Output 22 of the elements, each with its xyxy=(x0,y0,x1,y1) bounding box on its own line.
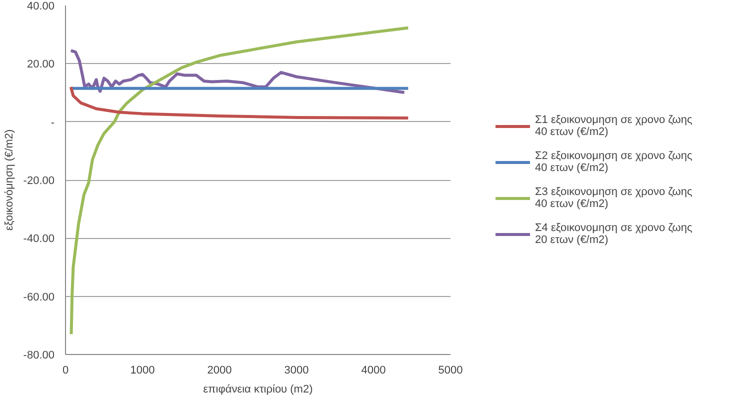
y-tick-label: 40.00 xyxy=(26,0,55,12)
legend-label: Σ3 εξοικονομηση σε χρονο ζωης 40 ετων (€/m2) xyxy=(535,186,692,210)
line-series xyxy=(69,85,410,120)
y-tick-label: -20.00 xyxy=(23,175,55,187)
x-tick-label: 2000 xyxy=(207,364,232,376)
x-tick-label: 0 xyxy=(62,364,69,376)
y-tick-label: -80.00 xyxy=(23,350,55,362)
legend-label: Σ2 εξοικονομηση σε χρονο ζωης 40 ετων (€/m2) xyxy=(535,150,692,174)
line-series xyxy=(69,49,406,94)
legend-label: Σ4 εξοικονομηση σε χρονο ζωης 20 ετων (€/m2) xyxy=(535,222,692,246)
y-tick-label: 20.00 xyxy=(26,58,55,71)
x-tick-label: 4000 xyxy=(361,364,386,376)
x-tick-label: 1000 xyxy=(130,364,155,376)
y-tick-label: - xyxy=(50,116,55,129)
x-tick-label: 3000 xyxy=(284,364,309,376)
y-tick-label: -40.00 xyxy=(23,233,55,246)
y-axis-title: εξοικονόμηση (€/m2) xyxy=(3,129,16,231)
line-series xyxy=(70,26,410,336)
x-tick-label: 5000 xyxy=(438,364,463,376)
x-axis-title: επιφάνεια κτιρίου (m2) xyxy=(203,384,313,396)
y-tick-label: -60.00 xyxy=(23,291,55,304)
legend-label: Σ1 εξοικονομηση σε χρονο ζωης 40 ετων (€/m2) xyxy=(535,114,692,138)
